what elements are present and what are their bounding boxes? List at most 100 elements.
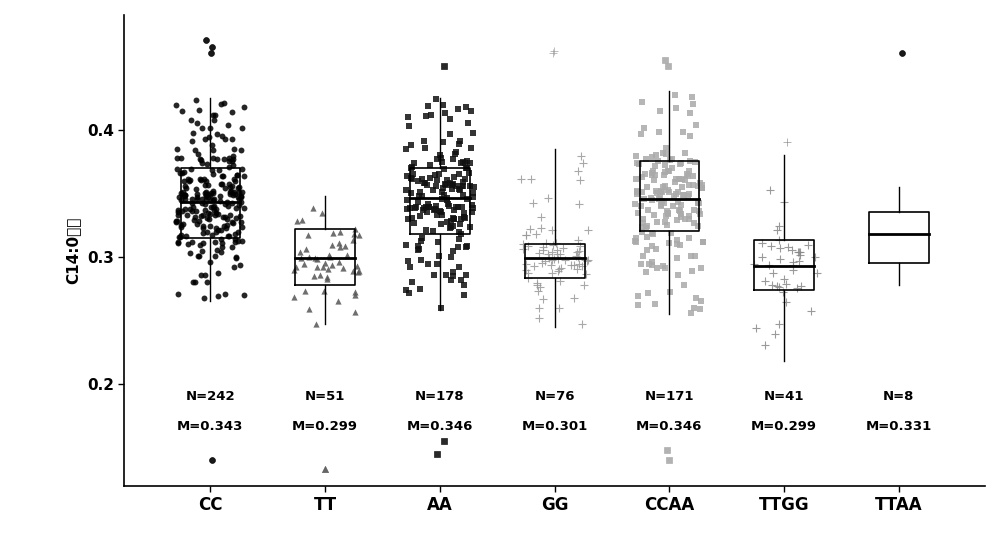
Point bbox=[533, 213, 549, 222]
Point bbox=[660, 208, 676, 217]
Point bbox=[669, 254, 685, 262]
Point bbox=[557, 255, 573, 264]
Point bbox=[573, 152, 589, 160]
Point bbox=[451, 235, 467, 244]
Point bbox=[406, 158, 422, 167]
Point bbox=[518, 266, 534, 274]
Point bbox=[545, 49, 561, 57]
Point bbox=[640, 206, 656, 214]
Point bbox=[630, 291, 646, 300]
Point bbox=[236, 103, 252, 111]
Point bbox=[677, 176, 693, 184]
Point bbox=[544, 269, 560, 278]
Point bbox=[455, 182, 471, 191]
Point bbox=[771, 221, 787, 230]
Point bbox=[194, 124, 210, 132]
Point bbox=[417, 144, 433, 152]
Point bbox=[417, 179, 433, 188]
Point bbox=[453, 159, 469, 167]
Point bbox=[177, 181, 193, 190]
Point bbox=[629, 190, 645, 198]
Point bbox=[644, 168, 660, 177]
Point bbox=[214, 132, 230, 141]
Point bbox=[227, 190, 243, 198]
Point bbox=[655, 183, 671, 191]
Point bbox=[203, 202, 219, 211]
Point bbox=[209, 154, 225, 163]
Point bbox=[331, 258, 347, 266]
Point bbox=[204, 456, 220, 464]
Point bbox=[314, 208, 330, 217]
Point bbox=[645, 167, 661, 176]
Point bbox=[170, 207, 186, 216]
Point bbox=[202, 191, 218, 199]
Point bbox=[454, 182, 470, 191]
Point bbox=[220, 232, 236, 240]
Point bbox=[173, 223, 189, 232]
Point bbox=[410, 198, 426, 206]
Point bbox=[544, 248, 560, 256]
Point bbox=[433, 304, 449, 313]
Point bbox=[420, 199, 436, 208]
Point bbox=[421, 203, 437, 212]
Point bbox=[346, 230, 362, 238]
Point bbox=[460, 119, 476, 128]
Point bbox=[644, 229, 660, 238]
Point bbox=[193, 176, 209, 184]
Point bbox=[444, 185, 460, 193]
Point bbox=[769, 282, 785, 291]
Point bbox=[441, 201, 457, 210]
Point bbox=[183, 116, 199, 124]
Point bbox=[420, 102, 436, 111]
Point bbox=[522, 225, 538, 234]
Point bbox=[563, 260, 579, 269]
Point bbox=[319, 274, 335, 283]
Point bbox=[681, 180, 697, 189]
Point bbox=[421, 203, 437, 212]
Text: N=178: N=178 bbox=[415, 390, 465, 403]
Point bbox=[785, 261, 801, 269]
Point bbox=[230, 237, 246, 246]
Point bbox=[202, 257, 218, 266]
Point bbox=[459, 164, 475, 172]
Point bbox=[199, 160, 215, 168]
Point bbox=[631, 160, 647, 168]
Point bbox=[414, 192, 430, 200]
Point bbox=[233, 193, 249, 201]
Point bbox=[224, 181, 240, 190]
Point bbox=[210, 210, 226, 218]
Point bbox=[330, 296, 346, 305]
Point bbox=[217, 289, 233, 298]
Point bbox=[227, 230, 243, 239]
Point bbox=[300, 231, 316, 240]
Point bbox=[190, 251, 206, 260]
Point bbox=[231, 194, 247, 203]
Point bbox=[183, 165, 199, 173]
Point bbox=[546, 254, 562, 263]
Point bbox=[184, 137, 200, 145]
Point bbox=[778, 280, 794, 288]
Point bbox=[195, 221, 211, 230]
Point bbox=[177, 191, 193, 199]
Point bbox=[189, 220, 205, 228]
Point bbox=[535, 295, 551, 304]
Point bbox=[201, 214, 217, 223]
Point bbox=[657, 55, 673, 64]
Point bbox=[461, 168, 477, 177]
Point bbox=[673, 201, 689, 210]
Point bbox=[634, 228, 650, 237]
Point bbox=[649, 189, 665, 198]
Point bbox=[225, 161, 241, 170]
Point bbox=[465, 204, 481, 213]
Point bbox=[657, 167, 673, 176]
Point bbox=[435, 100, 451, 109]
Point bbox=[405, 170, 421, 178]
Point bbox=[220, 120, 236, 129]
Point bbox=[192, 175, 208, 184]
Point bbox=[403, 140, 419, 149]
Point bbox=[224, 134, 240, 143]
Point bbox=[630, 301, 646, 309]
Point bbox=[185, 277, 201, 286]
Point bbox=[675, 127, 691, 136]
Point bbox=[176, 191, 192, 200]
